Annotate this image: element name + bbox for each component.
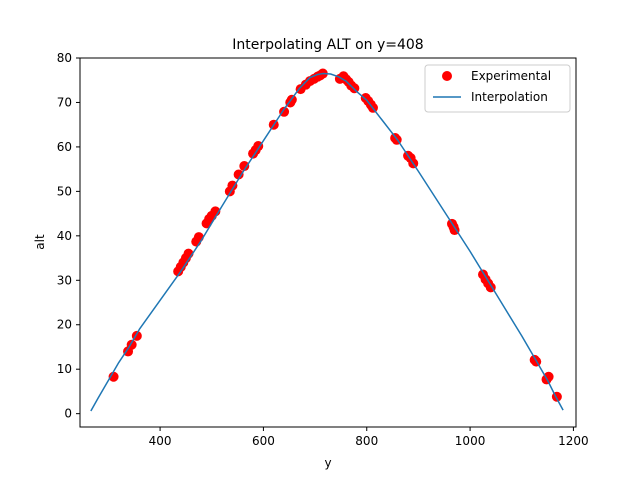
experimental-point <box>227 180 238 191</box>
experimental-point <box>233 169 244 180</box>
legend-label-interpolation: Interpolation <box>471 90 548 104</box>
y-tick-label: 0 <box>64 407 72 421</box>
y-tick-label: 20 <box>57 318 72 332</box>
y-axis-ticks: 0 10 20 30 40 50 60 70 80 <box>57 51 80 421</box>
legend: Experimental Interpolation <box>424 64 571 113</box>
legend-box <box>424 64 571 113</box>
x-tick-label: 1000 <box>455 434 486 448</box>
plot-frame <box>79 57 577 428</box>
y-tick-label: 70 <box>57 95 72 109</box>
x-tick-label: 600 <box>252 434 275 448</box>
x-tick-label: 400 <box>149 434 172 448</box>
x-tick-label: 1200 <box>558 434 589 448</box>
y-tick-label: 50 <box>57 184 72 198</box>
legend-label-experimental: Experimental <box>471 69 551 83</box>
y-tick-label: 60 <box>57 140 72 154</box>
series-layer <box>90 68 564 412</box>
x-axis-ticks: 400 600 800 1000 1200 <box>149 427 589 448</box>
experimental-point <box>239 161 250 172</box>
y-tick-label: 80 <box>57 51 72 65</box>
x-axis-label: y <box>324 456 331 470</box>
y-tick-label: 30 <box>57 273 72 287</box>
y-tick-label: 10 <box>57 362 72 376</box>
y-tick-label: 40 <box>57 229 72 243</box>
experimental-point <box>193 232 204 243</box>
x-tick-label: 800 <box>355 434 378 448</box>
interpolation-line <box>90 72 564 412</box>
chart-title: Interpolating ALT on y=408 <box>232 37 423 53</box>
y-axis-label: alt <box>33 234 47 250</box>
legend-marker-experimental <box>442 71 452 81</box>
